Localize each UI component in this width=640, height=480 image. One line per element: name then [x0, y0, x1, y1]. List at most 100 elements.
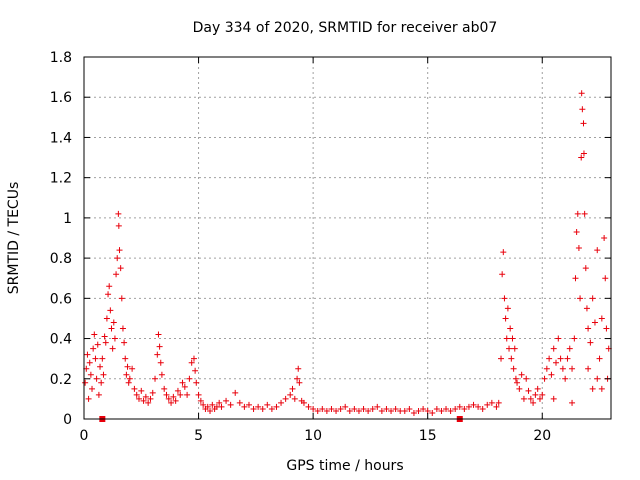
data-point [107, 307, 114, 314]
data-point [548, 371, 555, 378]
data-point [102, 339, 109, 346]
data-point [360, 405, 367, 412]
data-point [569, 365, 576, 372]
data-point [131, 385, 138, 392]
data-point [119, 325, 126, 332]
data-point [241, 403, 248, 410]
data-point [333, 407, 340, 414]
data-point [415, 407, 422, 414]
data-point [155, 331, 162, 338]
data-point [530, 399, 537, 406]
data-point [216, 399, 223, 406]
data-point [287, 391, 294, 398]
y-axis-ticks: 0 0.2 0.4 0.6 0.8 1 1.2 1.4 1.6 1.8 [50, 50, 611, 428]
data-point [91, 331, 98, 338]
data-point [342, 403, 349, 410]
data-point [420, 405, 427, 412]
data-point [508, 355, 515, 362]
data-point [493, 403, 500, 410]
data-point [319, 405, 326, 412]
data-point [110, 319, 117, 326]
data-point [158, 371, 165, 378]
data-point [168, 399, 175, 406]
data-point [596, 355, 603, 362]
y-axis-label: SRMTID / TECUs [6, 182, 22, 295]
data-point [111, 335, 118, 342]
data-point [122, 355, 129, 362]
y-tick-label: 1.4 [50, 130, 72, 146]
data-point [296, 379, 303, 386]
data-point [589, 295, 596, 302]
data-point [100, 371, 107, 378]
data-point [186, 375, 193, 382]
data-point [163, 391, 170, 398]
data-point [511, 345, 518, 352]
data-point [520, 395, 527, 402]
data-point [509, 335, 516, 342]
x-tick-label: 20 [533, 428, 551, 444]
plot-frame [83, 56, 612, 420]
data-point [259, 405, 266, 412]
data-point [443, 405, 450, 412]
data-point [598, 315, 605, 322]
data-point [94, 341, 101, 348]
data-point [383, 405, 390, 412]
data-point [500, 249, 507, 256]
data-point [507, 325, 514, 332]
data-point [172, 397, 179, 404]
data-point [245, 401, 252, 408]
data-point [523, 375, 530, 382]
data-point [113, 271, 120, 278]
data-point [154, 351, 161, 358]
data-point [116, 247, 123, 254]
data-point [429, 409, 436, 416]
data-point [527, 395, 534, 402]
data-point [117, 265, 124, 272]
data-point [101, 333, 108, 340]
data-point [250, 405, 257, 412]
data-point [95, 391, 102, 398]
data-point [566, 345, 573, 352]
data-point [401, 407, 408, 414]
data-point [406, 405, 413, 412]
data-point [555, 335, 562, 342]
data-point [506, 345, 513, 352]
data-point [488, 399, 495, 406]
data-point [114, 255, 121, 262]
data-point [479, 405, 486, 412]
data-point [575, 245, 582, 252]
data-point [236, 399, 243, 406]
data-point [602, 275, 609, 282]
data-point [278, 399, 285, 406]
data-point [525, 387, 532, 394]
data-point [115, 210, 122, 217]
data-point [346, 407, 353, 414]
data-point [273, 403, 280, 410]
data-point [591, 319, 598, 326]
data-point [585, 365, 592, 372]
data-point [585, 325, 592, 332]
data-point [574, 210, 581, 217]
data-point [149, 389, 156, 396]
data-point [294, 375, 301, 382]
data-point [223, 397, 230, 404]
data-point [142, 393, 149, 400]
data-point [388, 407, 395, 414]
data-point [578, 154, 585, 161]
data-point [140, 397, 147, 404]
data-point [532, 391, 539, 398]
data-point [197, 397, 204, 404]
data-point [314, 407, 321, 414]
data-point [98, 379, 105, 386]
data-point [539, 391, 546, 398]
data-point [546, 355, 553, 362]
data-point [118, 295, 125, 302]
data-point [581, 210, 588, 217]
data-point [501, 295, 508, 302]
data-point [193, 379, 200, 386]
data-point [152, 375, 159, 382]
data-point [90, 345, 97, 352]
data-point [108, 325, 115, 332]
data-point [456, 403, 463, 410]
